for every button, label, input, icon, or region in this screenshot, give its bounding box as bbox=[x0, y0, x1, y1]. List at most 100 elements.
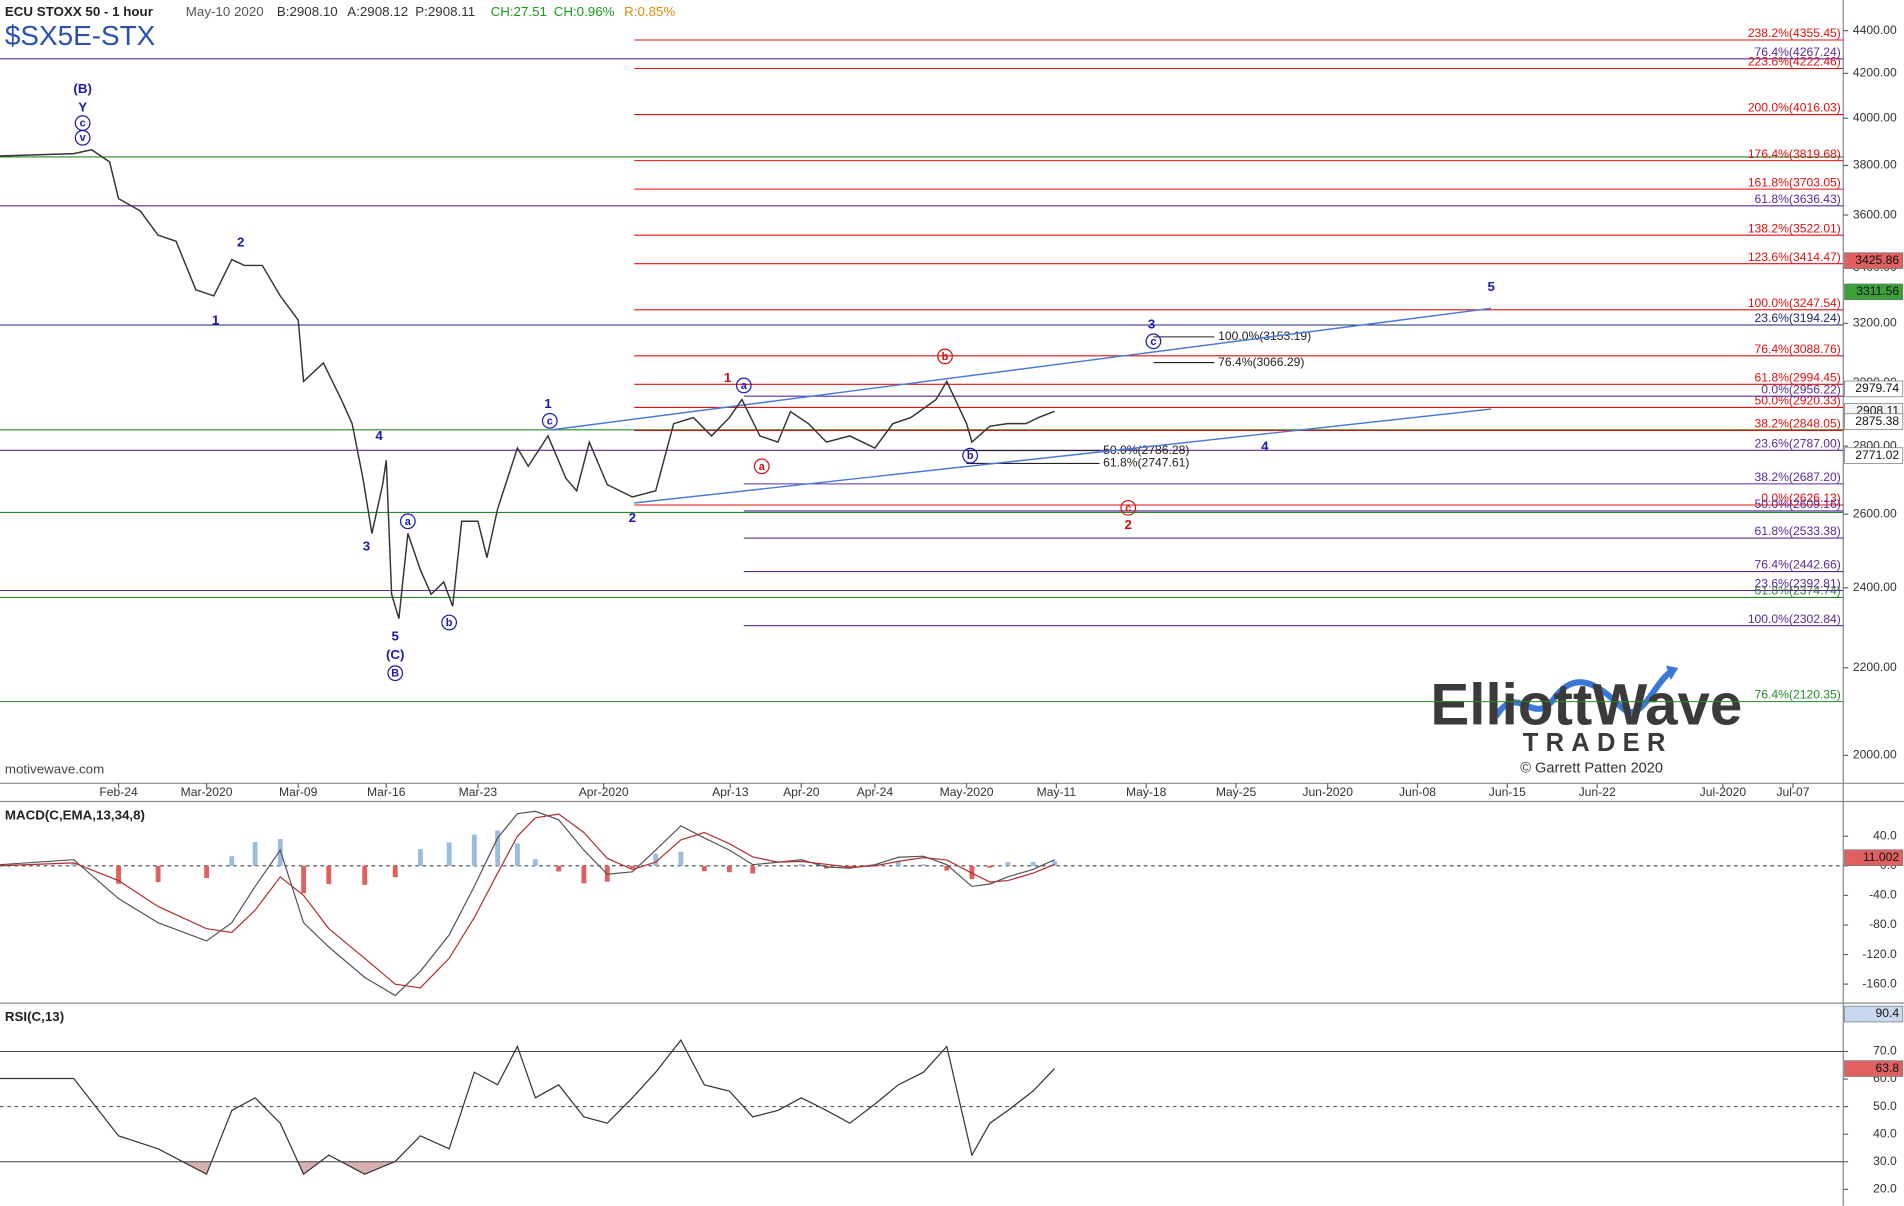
wave-label: 2 bbox=[629, 510, 636, 525]
fib-label: 0.0%(2626.13) bbox=[1761, 491, 1841, 505]
y-tick-label: 3600.00 bbox=[1853, 207, 1897, 221]
histogram-bar bbox=[678, 851, 684, 866]
y-tick-label: 2200.00 bbox=[1853, 660, 1897, 674]
wave-circle bbox=[753, 458, 770, 475]
x-tick-label: Mar-2020 bbox=[181, 785, 233, 799]
y-tick-label: 2000.00 bbox=[1853, 748, 1897, 762]
ask: A:2908.12 bbox=[347, 4, 408, 19]
fib-label: 223.6%(4222.46) bbox=[1748, 55, 1841, 69]
x-tick-label: Apr-13 bbox=[712, 785, 749, 799]
histogram-bar bbox=[362, 865, 368, 885]
fib-label: 76.4%(4267.24) bbox=[1755, 45, 1841, 59]
price-tag-label: 90.4 bbox=[1876, 1006, 1900, 1020]
histogram-bar bbox=[301, 865, 307, 894]
change: CH:27.51 bbox=[491, 4, 547, 19]
wave-label: c bbox=[1150, 336, 1156, 348]
histogram-bar bbox=[629, 865, 635, 869]
logo-sub: TRADER bbox=[1523, 729, 1673, 757]
oversold-fill bbox=[182, 1161, 395, 1175]
price-tag bbox=[1844, 252, 1904, 269]
histogram-bar bbox=[750, 865, 756, 874]
y-tick-label: 3200.00 bbox=[1853, 316, 1897, 330]
wave-label: 3 bbox=[363, 539, 370, 554]
logo-arrow bbox=[1666, 665, 1679, 681]
histogram-bar bbox=[71, 862, 77, 866]
fib-label: 76.4%(2120.35) bbox=[1755, 688, 1841, 702]
x-tick-label: May-25 bbox=[1216, 785, 1257, 799]
histogram-bar bbox=[417, 849, 423, 866]
y-tick-label: 70.0 bbox=[1873, 1044, 1897, 1058]
price-tag-label: 2875.38 bbox=[1855, 414, 1899, 428]
wave-circle bbox=[937, 348, 953, 365]
histogram-bar bbox=[1005, 861, 1011, 866]
macd-line bbox=[0, 813, 1055, 989]
wave-label: a bbox=[759, 461, 766, 473]
x-tick-label: Mar-16 bbox=[367, 785, 406, 799]
fib-label: 38.2%(2848.05) bbox=[1755, 417, 1841, 431]
x-tick-label: May-2020 bbox=[940, 785, 994, 799]
wave-label: 2 bbox=[1125, 517, 1132, 532]
histogram-bar bbox=[969, 865, 975, 880]
change-pct: CH:0.96% bbox=[554, 4, 615, 19]
histogram-bar bbox=[1030, 862, 1036, 866]
wave-label: c bbox=[1125, 502, 1131, 514]
wave-label: a bbox=[405, 516, 412, 528]
histogram-bar bbox=[277, 838, 283, 866]
wave-label: 1 bbox=[544, 396, 552, 411]
rsi-line bbox=[0, 1039, 1056, 1176]
wave-label: 1 bbox=[724, 370, 732, 385]
fib-label: 50.0%(2920.33) bbox=[1755, 394, 1841, 408]
price-tag-label: 63.8 bbox=[1876, 1061, 1900, 1075]
histogram-bar bbox=[556, 865, 562, 872]
fib-label: 123.6%(3414.47) bbox=[1748, 250, 1841, 264]
wave-circle bbox=[399, 513, 416, 530]
panel-title: RSI(C,13) bbox=[5, 1009, 64, 1024]
fib-label: 23.6%(2392.81) bbox=[1755, 577, 1841, 591]
histogram-bar bbox=[326, 865, 332, 885]
histogram-bar bbox=[701, 865, 707, 872]
histogram-bar bbox=[446, 842, 452, 866]
x-tick-label: Apr-2020 bbox=[579, 785, 629, 799]
x-tick-label: Jun-2020 bbox=[1302, 785, 1353, 799]
x-tick-label: Jul-2020 bbox=[1700, 785, 1747, 799]
fib-label: 23.6%(2787.00) bbox=[1755, 436, 1841, 450]
y-tick-label: 2600.00 bbox=[1853, 506, 1897, 520]
y-tick-label: 40.0 bbox=[1873, 1126, 1897, 1140]
wave-label: b bbox=[446, 617, 453, 629]
wave-circle bbox=[74, 129, 91, 146]
fib-label: 100.0%(2302.84) bbox=[1748, 612, 1841, 626]
x-tick-label: Jun-08 bbox=[1399, 785, 1436, 799]
fib-label: 238.2%(4355.45) bbox=[1748, 26, 1841, 40]
fib-label: 38.2%(2687.20) bbox=[1755, 470, 1841, 484]
histogram-bar bbox=[847, 865, 853, 867]
price-tag bbox=[1844, 849, 1904, 866]
wave-circle bbox=[735, 377, 752, 394]
histogram-bar bbox=[155, 865, 161, 883]
wave-circle bbox=[1120, 499, 1137, 516]
wave-label: (B) bbox=[73, 81, 92, 96]
wave-label: 4 bbox=[1261, 439, 1269, 454]
wave-label: b bbox=[967, 450, 974, 462]
fib-label: 100.0%(3153.19) bbox=[1218, 329, 1311, 343]
histogram-bar bbox=[514, 843, 520, 866]
y-tick-label: -160.0 bbox=[1862, 976, 1897, 990]
x-tick-label: Apr-24 bbox=[857, 785, 894, 799]
macd-line bbox=[0, 810, 1055, 997]
trendline bbox=[634, 408, 1492, 504]
x-tick-label: Jul-07 bbox=[1776, 785, 1809, 799]
histogram-bar bbox=[726, 865, 732, 873]
logo: ElliottWave TRADER © Garrett Patten 2020 bbox=[1430, 665, 1742, 777]
price-tag bbox=[1844, 413, 1904, 430]
wave-circle bbox=[441, 614, 458, 631]
wave-label: 5 bbox=[1487, 279, 1495, 294]
histogram-bar bbox=[895, 861, 901, 866]
wave-label: (C) bbox=[386, 647, 405, 662]
histogram-bar bbox=[229, 856, 235, 866]
date: May-10 2020 bbox=[186, 4, 264, 19]
wave-circle bbox=[387, 665, 404, 682]
price-tag-label: 11.002 bbox=[1863, 850, 1899, 864]
wave-circle bbox=[962, 447, 979, 464]
fib-label: 61.8%(3636.43) bbox=[1755, 192, 1841, 206]
wave-label: 4 bbox=[375, 428, 383, 443]
x-tick-label: Mar-09 bbox=[279, 785, 318, 799]
